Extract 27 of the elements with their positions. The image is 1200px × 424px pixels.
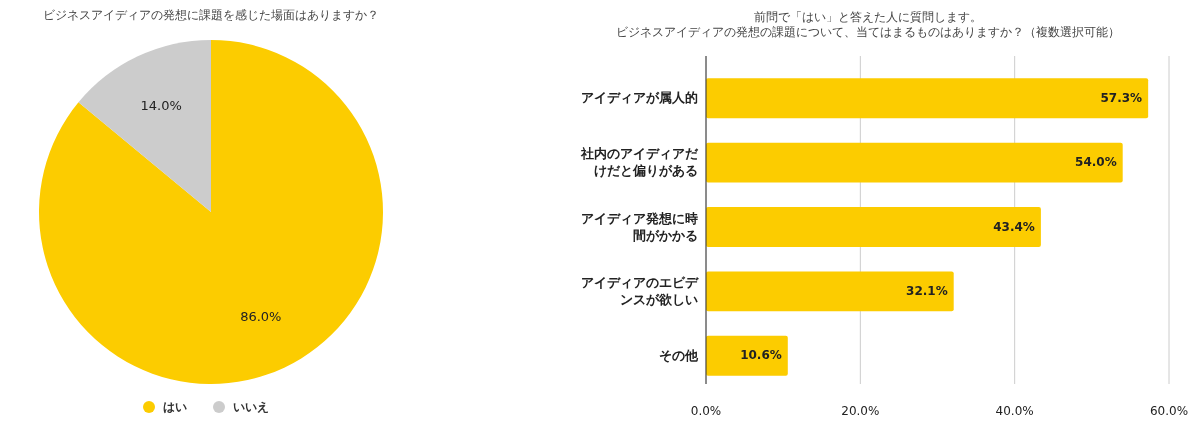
y-tick-label: 社内のアイディアだけだと偏りがある — [580, 145, 699, 178]
x-tick-label: 40.0% — [995, 403, 1034, 418]
bar — [706, 335, 788, 376]
pie-slice — [78, 40, 211, 212]
y-tick-label: その他 — [659, 347, 699, 363]
x-tick-label: 60.0% — [1149, 403, 1189, 418]
chart-title: 前問で「はい」と答えた人に質問します。ビジネスアイディアの発想の課題について、当てはまるものはありますか？（複数選択可能） — [616, 9, 1120, 38]
y-tick-label: アイディア発想に時間がかかる — [581, 210, 698, 242]
x-tick-label: 20.0% — [841, 403, 880, 418]
data-label: 43.4% — [993, 219, 1035, 234]
bar — [706, 207, 1041, 247]
legend-label: いいえ — [233, 399, 269, 414]
chart-title: ビジネスアイディアの発想に課題を感じた場面はありますか？ — [43, 7, 379, 22]
data-label: 54.0% — [1075, 155, 1117, 170]
data-label: 10.6% — [740, 348, 782, 363]
data-label: 14.0% — [140, 97, 182, 113]
bar — [706, 142, 1123, 183]
bar — [706, 78, 1149, 119]
y-tick-label: アイディアのエビデンスが欲しい — [581, 274, 699, 307]
y-tick-label: アイディアが属人的 — [581, 89, 698, 105]
x-tick-label: 0.0% — [690, 403, 722, 418]
pie-slice — [39, 40, 383, 384]
data-label: 32.1% — [906, 283, 948, 298]
bar — [706, 271, 954, 312]
data-label: 57.3% — [1100, 90, 1143, 105]
legend-label: はい — [163, 399, 187, 414]
data-label: 86.0% — [240, 309, 282, 325]
